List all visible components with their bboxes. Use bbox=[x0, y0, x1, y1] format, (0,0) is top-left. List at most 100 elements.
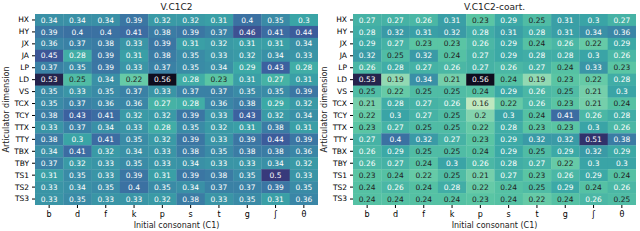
heat-cell bbox=[120, 145, 149, 157]
cell-label: 0.34 bbox=[97, 16, 114, 25]
heat-cell bbox=[233, 193, 262, 205]
y-tick-label: LD bbox=[19, 75, 29, 84]
heat-cell bbox=[353, 74, 382, 86]
x-tick-mark bbox=[303, 205, 304, 208]
heat-cell bbox=[495, 145, 524, 157]
heat-cell bbox=[466, 193, 495, 205]
y-tick-mark bbox=[350, 127, 353, 128]
heat-cell bbox=[177, 157, 206, 169]
heat-cell bbox=[410, 26, 439, 38]
x-tick: s bbox=[189, 205, 193, 219]
heat-cell bbox=[148, 133, 177, 145]
heat-cell bbox=[120, 181, 149, 193]
y-tick: TTY bbox=[332, 135, 353, 144]
cell-label: 0.38 bbox=[267, 123, 284, 132]
heat-cell bbox=[495, 157, 524, 169]
x-tick-label: ʃ bbox=[591, 210, 595, 219]
heat-cell bbox=[466, 110, 495, 122]
heat-cell bbox=[148, 181, 177, 193]
heat-cell bbox=[120, 169, 149, 181]
heat-cell bbox=[290, 98, 318, 110]
heat-cell bbox=[92, 38, 121, 50]
heat-cell bbox=[551, 74, 580, 86]
x-tick-mark bbox=[395, 205, 396, 208]
heat-cell bbox=[410, 86, 439, 98]
heat-cell bbox=[177, 26, 206, 38]
y-tick-mark bbox=[350, 103, 353, 104]
cell-label: 0.35 bbox=[182, 51, 199, 60]
x-tick-label: t bbox=[535, 210, 538, 219]
cell-label: 0.39 bbox=[126, 171, 143, 180]
heat-cell bbox=[579, 181, 608, 193]
heat-cell bbox=[35, 38, 64, 50]
heat-cell bbox=[466, 74, 495, 86]
x-tick-label: θ bbox=[619, 210, 624, 219]
cell-label: 0.33 bbox=[126, 195, 143, 204]
heat-cell bbox=[353, 157, 382, 169]
y-tick-label: TS1 bbox=[332, 171, 347, 180]
heat-cell bbox=[438, 193, 467, 205]
heat-cell bbox=[579, 26, 608, 38]
cell-label: 0.35 bbox=[295, 183, 312, 192]
y-tick: JX bbox=[339, 39, 353, 48]
cell-label: 0.35 bbox=[239, 195, 256, 204]
x-tick-mark bbox=[105, 205, 106, 208]
cell-label: 0.37 bbox=[69, 99, 86, 108]
cell-label: 0.24 bbox=[387, 195, 404, 204]
x-axis: bdfkpstgʃθ bbox=[365, 205, 625, 219]
heat-cell bbox=[410, 110, 439, 122]
cell-label: 0.33 bbox=[295, 51, 312, 60]
heat-cell bbox=[523, 14, 552, 26]
heat-cell bbox=[205, 74, 234, 86]
heat-cell bbox=[233, 86, 262, 98]
heat-cell bbox=[466, 157, 495, 169]
x-tick-mark bbox=[49, 205, 50, 208]
heat-cell bbox=[148, 38, 177, 50]
cell-label: 0.31 bbox=[41, 171, 58, 180]
y-tick-mark bbox=[350, 115, 353, 116]
y-tick-mark bbox=[350, 163, 353, 164]
heat-cell bbox=[551, 133, 580, 145]
cell-label: 0.32 bbox=[415, 135, 432, 144]
cell-label: 0.4 bbox=[241, 16, 253, 25]
cell-label: 0.21 bbox=[585, 87, 602, 96]
heat-cell bbox=[410, 38, 439, 50]
heat-cell bbox=[148, 26, 177, 38]
cell-label: 0.19 bbox=[387, 75, 404, 84]
x-tick-label: d bbox=[75, 210, 80, 219]
cell-label: 0.29 bbox=[613, 147, 630, 156]
cell-label: 0.29 bbox=[585, 171, 602, 180]
y-tick: TCY bbox=[332, 111, 353, 120]
heat-cell bbox=[466, 86, 495, 98]
heat-cell bbox=[92, 62, 121, 74]
cell-label: 0.56 bbox=[472, 75, 489, 84]
cell-label: 0.33 bbox=[126, 123, 143, 132]
cell-label: 0.4 bbox=[389, 135, 401, 144]
heat-cell bbox=[551, 110, 580, 122]
y-tick-label: TTY bbox=[332, 135, 347, 144]
heat-cell bbox=[551, 145, 580, 157]
cell-label: 0.28 bbox=[557, 51, 574, 60]
x-tick: g bbox=[563, 205, 568, 219]
cell-label: 0.34 bbox=[182, 183, 199, 192]
cell-label: 0.38 bbox=[182, 147, 199, 156]
x-tick-mark bbox=[536, 205, 537, 208]
x-tick-label: p bbox=[160, 210, 165, 219]
x-tick-label: f bbox=[104, 210, 107, 219]
cell-label: 0.41 bbox=[97, 111, 114, 120]
cell-label: 0.31 bbox=[557, 16, 574, 25]
cell-label: 0.38 bbox=[97, 39, 114, 48]
x-tick-mark bbox=[423, 205, 424, 208]
heat-cell bbox=[353, 133, 382, 145]
y-axis: HXHYJXJALPLDVSTCXTCYTTXTTYTBXTBYTS1TS2TS… bbox=[331, 15, 353, 203]
cell-label: 0.28 bbox=[182, 75, 199, 84]
y-axis-title: Articulator dimension bbox=[320, 66, 329, 152]
heat-cell bbox=[35, 169, 64, 181]
heat-cell bbox=[290, 110, 318, 122]
cell-label: 0.37 bbox=[182, 87, 199, 96]
heat-cell bbox=[579, 62, 608, 74]
panel: 0.340.340.340.390.320.320.310.40.350.30.… bbox=[2, 2, 318, 230]
y-tick-label: TBX bbox=[331, 147, 347, 156]
heat-cell bbox=[290, 86, 318, 98]
heat-cell bbox=[205, 14, 234, 26]
